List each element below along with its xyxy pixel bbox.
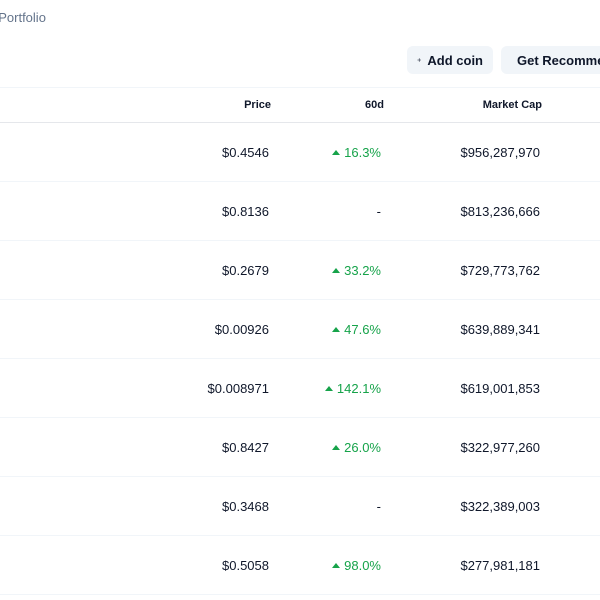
change-value: 16.3% — [344, 144, 381, 160]
coin-name: T — [0, 477, 52, 535]
coin-name — [0, 300, 52, 358]
breadcrumb[interactable]: ew Portfolio — [0, 10, 46, 25]
table-row[interactable]: $0.8136 - $813,236,666 — [0, 182, 600, 241]
market-cap-cell: $322,977,260 — [460, 439, 540, 455]
market-cap-cell: $956,287,970 — [460, 144, 540, 160]
table-row[interactable]: $0.00926 47.6% $639,889,341 — [0, 300, 600, 359]
up-arrow-icon — [332, 149, 341, 155]
change-60d-cell: - — [377, 182, 381, 240]
add-coin-button[interactable]: Add coin — [407, 46, 493, 74]
price-cell: $0.008971 — [207, 380, 269, 396]
change-60d-cell: 26.0% — [332, 418, 381, 476]
change-60d-cell: - — [377, 477, 381, 535]
coin-table: Price 60d Market Cap $0.4546 16.3% $956,28… — [0, 87, 600, 595]
column-header-market-cap[interactable]: Market Cap — [482, 99, 542, 111]
table-header: Price 60d Market Cap — [0, 87, 600, 123]
change-60d-cell: 16.3% — [332, 123, 381, 181]
market-cap-cell: $813,236,666 — [460, 203, 540, 219]
price-cell: $0.3468 — [222, 498, 269, 514]
get-recommendations-button[interactable]: Get Recomme — [501, 46, 600, 74]
column-header-60d[interactable]: 60d — [365, 99, 384, 111]
table-row[interactable]: $0.008971 142.1% $619,001,853 — [0, 359, 600, 418]
coin-name — [0, 536, 52, 594]
change-value: 26.0% — [344, 439, 381, 455]
market-cap-cell: $277,981,181 — [460, 557, 540, 573]
table-row[interactable]: $0.4546 16.3% $956,287,970 — [0, 123, 600, 182]
change-value: 47.6% — [344, 321, 381, 337]
change-60d-cell: 47.6% — [332, 300, 381, 358]
change-60d-cell: 33.2% — [332, 241, 381, 299]
market-cap-cell: $619,001,853 — [460, 380, 540, 396]
plus-icon — [417, 58, 422, 62]
market-cap-cell: $729,773,762 — [460, 262, 540, 278]
change-value: - — [376, 498, 381, 514]
price-cell: $0.2679 — [222, 262, 269, 278]
get-recommendations-label: Get Recomme — [517, 52, 600, 68]
change-value: 142.1% — [336, 380, 381, 396]
table-row[interactable]: T $0.3468 - $322,389,003 — [0, 477, 600, 536]
coin-name — [0, 123, 52, 181]
change-value: 98.0% — [344, 557, 381, 573]
up-arrow-icon — [332, 562, 341, 568]
column-header-price[interactable]: Price — [244, 99, 271, 111]
up-arrow-icon — [332, 444, 341, 450]
coin-name — [0, 182, 52, 240]
market-cap-cell: $322,389,003 — [460, 498, 540, 514]
change-value: 33.2% — [344, 262, 381, 278]
up-arrow-icon — [324, 385, 333, 391]
table-row[interactable]: $0.5058 98.0% $277,981,181 — [0, 536, 600, 595]
price-cell: $0.8136 — [222, 203, 269, 219]
price-cell: $0.00926 — [214, 321, 269, 337]
change-60d-cell: 98.0% — [332, 536, 381, 594]
up-arrow-icon — [332, 326, 341, 332]
toolbar: Add coin Get Recomme — [407, 46, 600, 74]
price-cell: $0.8427 — [222, 439, 269, 455]
price-cell: $0.5058 — [222, 557, 269, 573]
table-body: $0.4546 16.3% $956,287,970 $0.8136 - $813,236… — [0, 123, 600, 595]
table-row[interactable]: $0.8427 26.0% $322,977,260 — [0, 418, 600, 477]
coin-name — [0, 359, 52, 417]
coin-name — [0, 241, 52, 299]
change-value: - — [376, 203, 381, 219]
change-60d-cell: 142.1% — [324, 359, 381, 417]
market-cap-cell: $639,889,341 — [460, 321, 540, 337]
price-cell: $0.4546 — [222, 144, 269, 160]
add-coin-label: Add coin — [427, 52, 483, 68]
table-row[interactable]: $0.2679 33.2% $729,773,762 — [0, 241, 600, 300]
coin-name — [0, 418, 52, 476]
up-arrow-icon — [332, 267, 341, 273]
